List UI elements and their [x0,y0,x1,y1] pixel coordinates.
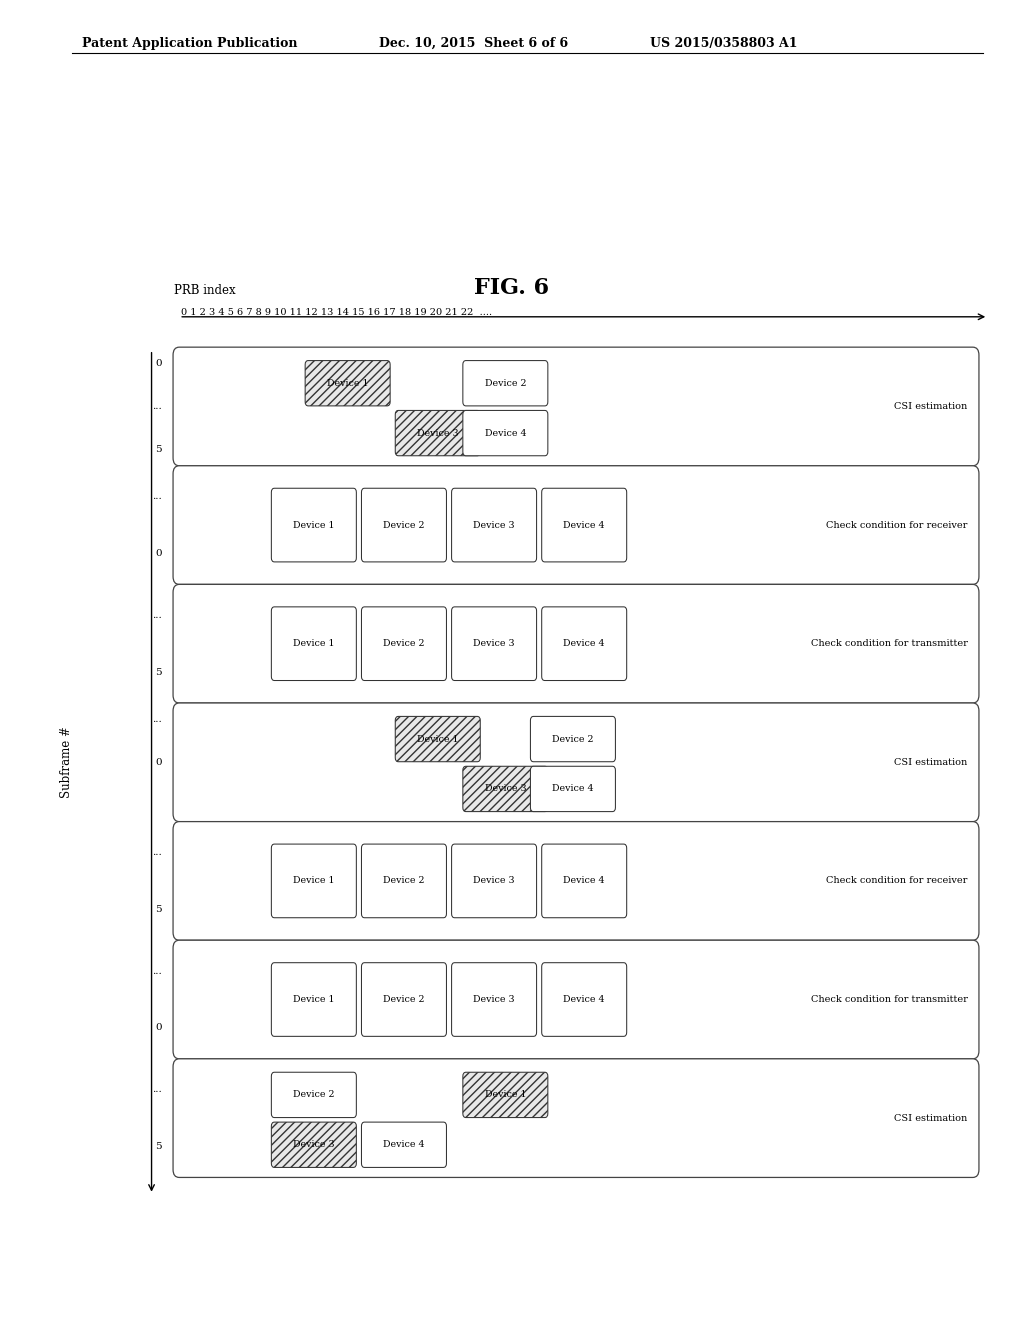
Text: 0: 0 [156,1023,162,1032]
FancyBboxPatch shape [361,488,446,562]
FancyBboxPatch shape [271,607,356,681]
FancyBboxPatch shape [530,767,615,812]
Text: ...: ... [152,966,162,975]
FancyBboxPatch shape [542,488,627,562]
Text: Device 2: Device 2 [383,639,425,648]
Text: Device 4: Device 4 [563,639,605,648]
FancyBboxPatch shape [463,411,548,455]
FancyBboxPatch shape [395,411,480,455]
FancyBboxPatch shape [452,962,537,1036]
FancyBboxPatch shape [173,704,979,821]
FancyBboxPatch shape [463,767,548,812]
Text: Check condition for transmitter: Check condition for transmitter [811,995,968,1005]
FancyBboxPatch shape [271,488,356,562]
Text: 0: 0 [156,549,162,558]
Text: PRB index: PRB index [174,284,236,297]
Text: Device 4: Device 4 [563,995,605,1005]
Text: US 2015/0358803 A1: US 2015/0358803 A1 [650,37,798,50]
FancyBboxPatch shape [452,843,537,917]
Text: Device 3: Device 3 [293,1140,335,1150]
FancyBboxPatch shape [173,347,979,466]
Text: Device 2: Device 2 [383,995,425,1005]
Text: Dec. 10, 2015  Sheet 6 of 6: Dec. 10, 2015 Sheet 6 of 6 [379,37,568,50]
Text: 0: 0 [156,359,162,368]
FancyBboxPatch shape [395,717,480,762]
Text: CSI estimation: CSI estimation [894,1114,968,1122]
FancyBboxPatch shape [173,1059,979,1177]
Text: Device 1: Device 1 [484,1090,526,1100]
FancyBboxPatch shape [173,940,979,1059]
Text: Device 3: Device 3 [473,995,515,1005]
Text: Device 1: Device 1 [293,876,335,886]
Text: Device 1: Device 1 [293,995,335,1005]
Text: Subframe #: Subframe # [60,726,73,799]
Text: ...: ... [152,492,162,502]
Text: Device 4: Device 4 [563,876,605,886]
Text: CSI estimation: CSI estimation [894,758,968,767]
Text: ...: ... [152,611,162,620]
Text: 5: 5 [156,904,162,913]
Text: Device 1: Device 1 [417,734,459,743]
Text: Device 4: Device 4 [484,429,526,438]
Text: FIG. 6: FIG. 6 [474,277,550,300]
FancyBboxPatch shape [542,962,627,1036]
FancyBboxPatch shape [452,488,537,562]
Text: Device 2: Device 2 [383,520,425,529]
Text: Device 3: Device 3 [473,520,515,529]
Text: Device 1: Device 1 [293,639,335,648]
FancyBboxPatch shape [305,360,390,405]
Text: Device 2: Device 2 [383,876,425,886]
FancyBboxPatch shape [271,962,356,1036]
Text: 5: 5 [156,1142,162,1151]
Text: Device 2: Device 2 [552,734,594,743]
FancyBboxPatch shape [271,1072,356,1118]
FancyBboxPatch shape [361,1122,446,1167]
Text: ...: ... [152,714,162,723]
Text: ...: ... [152,847,162,857]
Text: 5: 5 [156,445,162,454]
FancyBboxPatch shape [530,717,615,762]
Text: Patent Application Publication: Patent Application Publication [82,37,297,50]
Text: Check condition for receiver: Check condition for receiver [826,876,968,886]
Text: Device 4: Device 4 [563,520,605,529]
Text: Check condition for receiver: Check condition for receiver [826,520,968,529]
FancyBboxPatch shape [271,843,356,917]
Text: CSI estimation: CSI estimation [894,403,968,411]
Text: Device 3: Device 3 [484,784,526,793]
Text: Device 2: Device 2 [484,379,526,388]
Text: Device 2: Device 2 [293,1090,335,1100]
FancyBboxPatch shape [271,1122,356,1167]
FancyBboxPatch shape [542,607,627,681]
Text: Device 3: Device 3 [473,639,515,648]
FancyBboxPatch shape [463,360,548,405]
Text: Device 1: Device 1 [293,520,335,529]
FancyBboxPatch shape [361,607,446,681]
FancyBboxPatch shape [173,585,979,704]
Text: Device 3: Device 3 [473,876,515,886]
FancyBboxPatch shape [173,821,979,940]
FancyBboxPatch shape [173,466,979,585]
Text: 5: 5 [156,668,162,677]
Text: Check condition for transmitter: Check condition for transmitter [811,639,968,648]
FancyBboxPatch shape [361,962,446,1036]
Text: Device 4: Device 4 [383,1140,425,1150]
FancyBboxPatch shape [361,843,446,917]
Text: Device 1: Device 1 [327,379,369,388]
FancyBboxPatch shape [452,607,537,681]
Text: Device 3: Device 3 [417,429,459,438]
Text: Device 4: Device 4 [552,784,594,793]
Text: ...: ... [152,1085,162,1094]
FancyBboxPatch shape [463,1072,548,1118]
Text: 0: 0 [156,758,162,767]
Text: 0 1 2 3 4 5 6 7 8 9 10 11 12 13 14 15 16 17 18 19 20 21 22  ....: 0 1 2 3 4 5 6 7 8 9 10 11 12 13 14 15 16… [181,308,493,317]
Text: ...: ... [152,403,162,411]
FancyBboxPatch shape [542,843,627,917]
